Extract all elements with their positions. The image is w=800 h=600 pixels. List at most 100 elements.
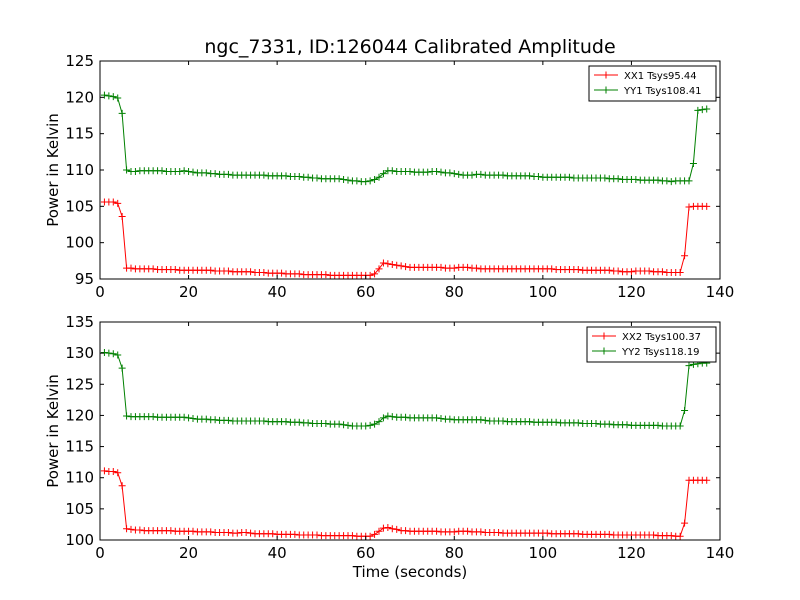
top-series-1-point bbox=[384, 260, 392, 268]
top-x-tick-label: 40 bbox=[268, 283, 287, 301]
bottom-series-1-point bbox=[543, 529, 551, 537]
bottom-series-2-point bbox=[344, 421, 352, 429]
top-series-1-point bbox=[171, 266, 179, 274]
top-series-2-point bbox=[468, 171, 476, 179]
bottom-series-1-point bbox=[247, 529, 255, 537]
bottom-series-1-point bbox=[291, 530, 299, 538]
top-series-1-point bbox=[118, 213, 126, 221]
top-x-tick-label: 140 bbox=[706, 283, 735, 301]
bottom-y-tick-label: 110 bbox=[65, 469, 94, 487]
bottom-series-1-point bbox=[313, 531, 321, 539]
top-series-1-point bbox=[397, 262, 405, 270]
bottom-series-1-point bbox=[123, 525, 131, 533]
bottom-series-1-point bbox=[605, 530, 613, 538]
bottom-series-1-point bbox=[100, 467, 108, 475]
bottom-series-2-point bbox=[433, 414, 441, 422]
top-y-tick-label: 95 bbox=[75, 270, 94, 288]
top-y-tick-label: 120 bbox=[65, 88, 94, 106]
top-series-2-point bbox=[340, 175, 348, 183]
top-legend-label: XX1 Tsys95.44 bbox=[624, 71, 697, 82]
top-series-2-point bbox=[371, 175, 379, 183]
top-series-2-point bbox=[282, 172, 290, 180]
bottom-series-2 bbox=[100, 349, 711, 430]
bottom-series-2-point bbox=[402, 413, 410, 421]
top-legend: XX1 Tsys95.44 YY1 Tsys108.41 bbox=[588, 65, 717, 102]
top-series-1-point bbox=[379, 259, 387, 267]
top-series-2-point bbox=[406, 167, 414, 175]
bottom-series-1-point bbox=[433, 527, 441, 535]
top-series-2-point bbox=[663, 177, 671, 185]
bottom-series-2-point bbox=[371, 420, 379, 428]
bottom-series-1-point bbox=[136, 526, 144, 534]
bottom-series-2-point bbox=[499, 417, 507, 425]
bottom-series-2-point bbox=[685, 362, 693, 370]
top-y-tick-label: 105 bbox=[65, 197, 94, 215]
top-series-1-point bbox=[681, 252, 689, 260]
top-series-2-point bbox=[344, 176, 352, 184]
bottom-series-1-point bbox=[127, 525, 135, 533]
top-series-1-point bbox=[260, 268, 268, 276]
top-series-1-point bbox=[149, 265, 157, 273]
top-series-2-point bbox=[366, 177, 374, 185]
top-series-2-point bbox=[433, 167, 441, 175]
bottom-y-tick-label: 125 bbox=[65, 375, 94, 393]
top-series-2-point bbox=[477, 170, 485, 178]
top-series-1-point bbox=[388, 260, 396, 268]
chart-title: ngc_7331, ID:126044 Calibrated Amplitude bbox=[204, 36, 615, 58]
top-series-2-point bbox=[694, 106, 702, 114]
bottom-y-tick-label: 100 bbox=[65, 531, 94, 549]
bottom-legend-label: XX2 Tsys100.37 bbox=[622, 332, 701, 343]
top-series-2-point bbox=[202, 169, 210, 177]
top-series-2-point bbox=[534, 173, 542, 181]
bottom-y-tick-label: 130 bbox=[65, 344, 94, 362]
bottom-series-2-point bbox=[437, 415, 445, 423]
bottom-series-1 bbox=[100, 467, 711, 540]
top-series-1-point bbox=[548, 265, 556, 273]
bottom-series-1-point bbox=[703, 476, 711, 484]
bottom-series-2-point bbox=[149, 413, 157, 421]
bottom-series-1-point bbox=[109, 467, 117, 475]
top-series-1-point bbox=[685, 203, 693, 211]
bottom-series-2-point bbox=[654, 421, 662, 429]
top-series-2-point bbox=[123, 166, 131, 174]
bottom-series-2-point bbox=[592, 420, 600, 428]
top-series-1-point bbox=[464, 263, 472, 271]
top-series-1-point bbox=[278, 269, 286, 277]
bottom-series-1-point bbox=[118, 482, 126, 490]
top-y-tick-label: 110 bbox=[65, 161, 94, 179]
bottom-x-tick-label: 40 bbox=[268, 544, 287, 562]
top-y-tick-label: 125 bbox=[65, 52, 94, 70]
bottom-series-2-point bbox=[681, 406, 689, 414]
bottom-series-1-point bbox=[393, 525, 401, 533]
top-series-2-point bbox=[526, 172, 534, 180]
top-series-1-point bbox=[375, 265, 383, 273]
top-series-2-point bbox=[437, 168, 445, 176]
top-series-2-point bbox=[375, 173, 383, 181]
top-series-2-point bbox=[313, 174, 321, 182]
bottom-axes-frame bbox=[99, 321, 721, 541]
top-series-2-point bbox=[654, 176, 662, 184]
top-series-1-point bbox=[437, 263, 445, 271]
top-series-2-point bbox=[109, 93, 117, 101]
bottom-series-2-point bbox=[211, 416, 219, 424]
top-series-2-point bbox=[185, 167, 193, 175]
top-series-2-point bbox=[180, 167, 188, 175]
top-series-1-point bbox=[322, 271, 330, 279]
top-series-2-point bbox=[362, 178, 370, 186]
bottom-series-1-point bbox=[233, 529, 241, 537]
top-x-tick-label: 60 bbox=[356, 283, 375, 301]
top-series-1 bbox=[100, 198, 711, 279]
bottom-panel: Power in Kelvin 0 20 40 60 80 100 120 140 100 105… bbox=[44, 313, 734, 562]
bottom-legend-label: YY2 Tsys118.19 bbox=[621, 347, 700, 358]
bottom-series-2-point bbox=[260, 417, 268, 425]
bottom-series-1-point bbox=[375, 527, 383, 535]
top-series-2-point bbox=[685, 177, 693, 185]
bottom-series-2-point bbox=[100, 349, 108, 357]
top-series-2-point bbox=[388, 167, 396, 175]
bottom-series-1-point bbox=[402, 527, 410, 535]
bottom-legend: XX2 Tsys100.37 YY2 Tsys118.19 bbox=[586, 326, 717, 363]
top-series-1-point bbox=[472, 264, 480, 272]
bottom-series-2-point bbox=[623, 421, 631, 429]
bottom-series-1-point bbox=[224, 529, 232, 537]
bottom-series-2-point bbox=[282, 418, 290, 426]
